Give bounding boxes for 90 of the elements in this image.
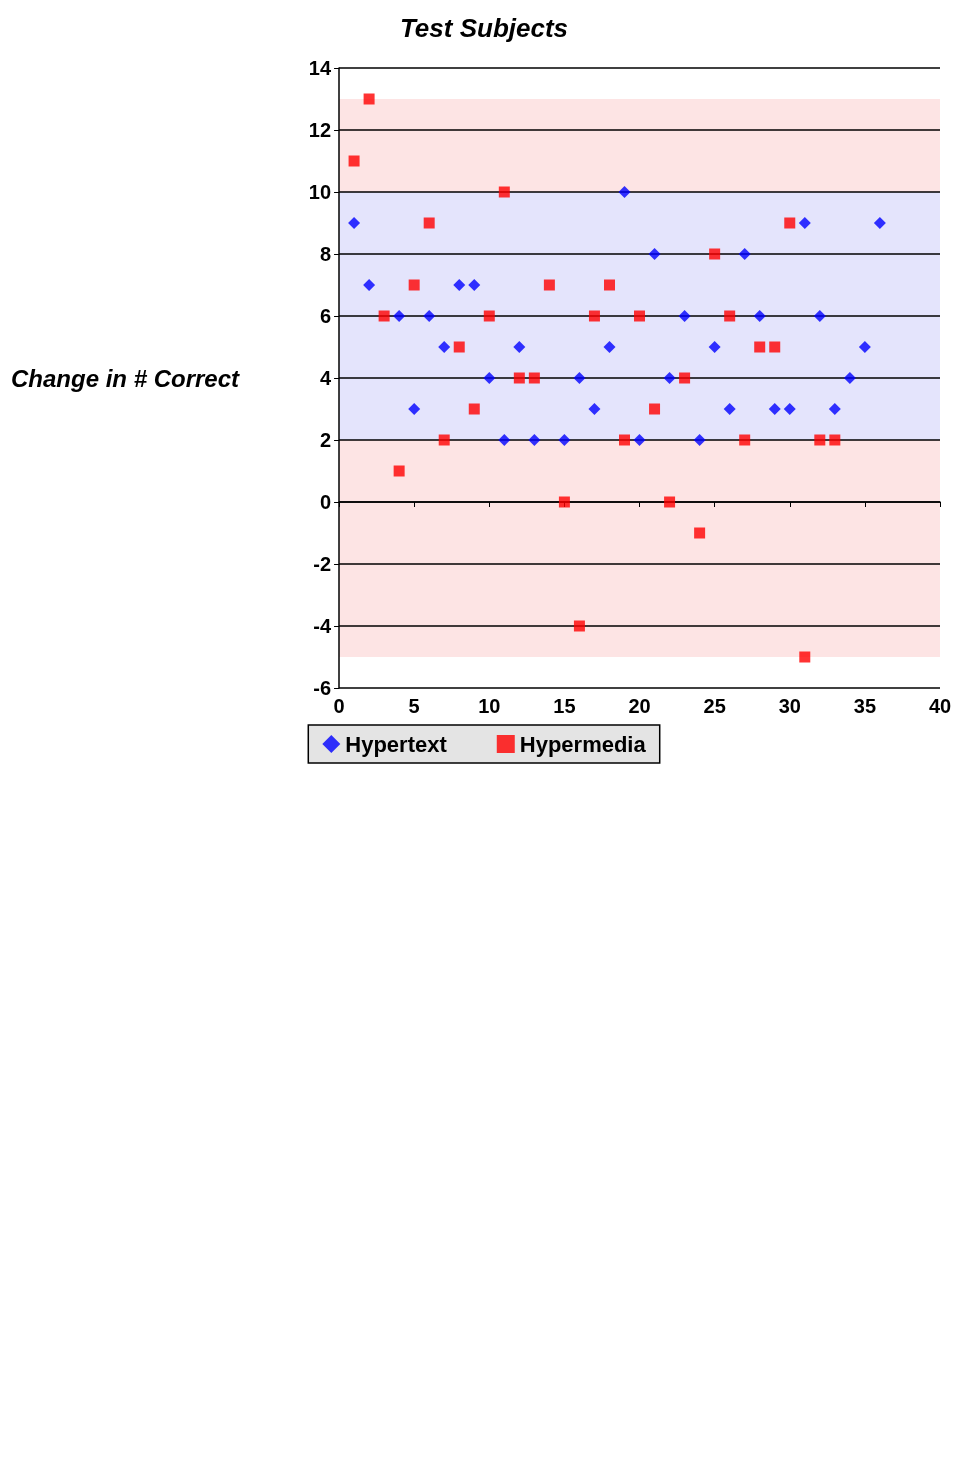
point	[498, 186, 510, 198]
point	[348, 155, 360, 167]
point	[813, 310, 826, 322]
y-tick-label: -6	[313, 677, 332, 699]
point	[664, 496, 676, 508]
legend-label: Hypermedia	[519, 731, 647, 757]
y-axis-title: Change in # Correct	[11, 364, 241, 392]
point	[678, 310, 691, 322]
x-tick-label: 30	[778, 695, 801, 717]
point	[618, 186, 631, 198]
point	[468, 279, 481, 291]
y-tick-label: 8	[319, 243, 332, 265]
point	[483, 372, 496, 384]
point	[753, 310, 766, 322]
point	[858, 341, 871, 353]
point	[724, 310, 736, 322]
x-tick-label: 5	[408, 695, 420, 717]
point	[649, 403, 661, 415]
point	[528, 434, 541, 446]
point	[619, 434, 630, 446]
point	[453, 279, 466, 291]
point	[513, 341, 526, 353]
point	[828, 403, 841, 415]
point	[769, 341, 781, 353]
point	[829, 434, 841, 446]
y-tick-label: 0	[319, 491, 332, 513]
point	[738, 248, 751, 260]
point	[483, 310, 495, 322]
point	[739, 434, 751, 446]
point	[423, 217, 435, 229]
y-tick-label: 10	[308, 181, 332, 203]
y-tick-label: 12	[308, 119, 332, 141]
point	[663, 372, 676, 384]
point	[709, 248, 721, 260]
point	[438, 341, 451, 353]
point	[588, 310, 600, 322]
point	[573, 372, 586, 384]
x-tick-label: 20	[628, 695, 651, 717]
point	[348, 217, 361, 229]
legend-label: Hypertext	[345, 731, 448, 757]
x-tick-label: 35	[853, 695, 877, 717]
point	[768, 403, 781, 415]
point	[408, 279, 420, 291]
y-tick-label: 4	[319, 367, 332, 389]
point	[393, 465, 405, 477]
point	[378, 310, 390, 322]
point	[528, 372, 540, 384]
point	[453, 341, 465, 353]
point	[754, 341, 766, 353]
point	[843, 372, 856, 384]
point	[634, 310, 646, 322]
point	[784, 217, 796, 229]
point	[363, 279, 376, 291]
point	[873, 217, 886, 229]
point	[558, 434, 571, 446]
point	[723, 403, 736, 415]
point	[814, 434, 826, 446]
point	[573, 620, 585, 632]
y-tick-label: -4	[313, 615, 332, 637]
point	[363, 93, 375, 105]
point	[693, 434, 706, 446]
point	[679, 372, 691, 384]
x-tick-label: 10	[478, 695, 501, 717]
y-tick-label: 6	[319, 305, 332, 327]
x-tick-label: 25	[703, 695, 726, 717]
point	[799, 651, 811, 663]
point	[798, 217, 811, 229]
point	[438, 434, 450, 446]
point	[603, 341, 616, 353]
point	[513, 372, 525, 384]
y-tick-label: -2	[313, 553, 332, 575]
y-tick-label: 2	[319, 429, 332, 451]
point	[588, 403, 601, 415]
x-tick-label: 15	[553, 695, 576, 717]
point	[648, 248, 661, 260]
point	[468, 403, 480, 415]
y-tick-label: 14	[308, 57, 332, 79]
point	[633, 434, 646, 446]
point	[393, 310, 406, 322]
point	[423, 310, 436, 322]
point	[694, 527, 706, 539]
chart-title: Test Subjects	[399, 13, 569, 43]
point	[603, 279, 615, 291]
point	[783, 403, 796, 415]
x-tick-label: 40	[928, 695, 952, 717]
point	[708, 341, 721, 353]
point	[408, 403, 421, 415]
point	[558, 496, 570, 508]
point	[498, 434, 511, 446]
point	[543, 279, 555, 291]
